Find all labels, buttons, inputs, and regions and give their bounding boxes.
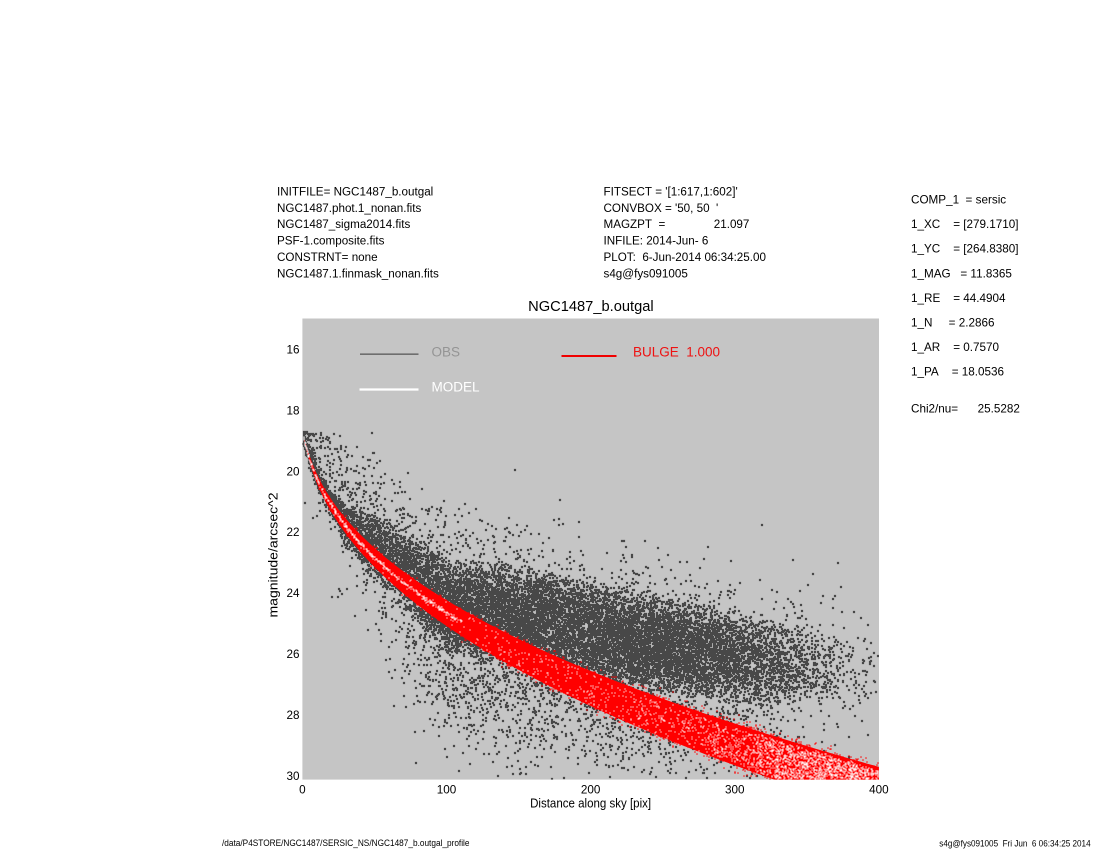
- svg-text:1_YC = [264.8380]: 1_YC = [264.8380]: [911, 243, 1019, 256]
- svg-text:Distance along sky [pix]: Distance along sky [pix]: [530, 796, 651, 811]
- svg-text:s4g@fys091005 Fri Jun 6 06:3: s4g@fys091005 Fri Jun 6 06:34:25 2014: [939, 839, 1090, 849]
- svg-text:COMP_1 = sersic: COMP_1 = sersic: [911, 194, 1006, 207]
- svg-text:26: 26: [286, 648, 299, 661]
- svg-text:300: 300: [725, 783, 745, 796]
- svg-text:NGC1487_b.outgal: NGC1487_b.outgal: [528, 299, 654, 315]
- svg-text:400: 400: [869, 783, 889, 796]
- svg-text:18: 18: [286, 404, 299, 417]
- svg-text:1_RE = 44.4904: 1_RE = 44.4904: [911, 292, 1006, 305]
- svg-text:1_PA = 18.0536: 1_PA = 18.0536: [911, 366, 1004, 379]
- svg-text:20: 20: [286, 465, 300, 478]
- svg-text:30: 30: [286, 770, 300, 783]
- svg-text:0: 0: [299, 783, 306, 796]
- svg-text:28: 28: [286, 709, 299, 722]
- svg-text:CONSTRNT= none: CONSTRNT= none: [277, 251, 378, 264]
- svg-text:OBS: OBS: [432, 345, 461, 360]
- svg-text:1_MAG = 11.8365: 1_MAG = 11.8365: [911, 267, 1012, 280]
- svg-text:1_AR = 0.7570: 1_AR = 0.7570: [911, 341, 1000, 354]
- svg-text:200: 200: [581, 783, 601, 796]
- svg-text:BULGE 1.000: BULGE 1.000: [633, 345, 720, 360]
- svg-text:NGC1487_sigma2014.fits: NGC1487_sigma2014.fits: [277, 218, 410, 231]
- svg-text:1_XC = [279.1710]: 1_XC = [279.1710]: [911, 218, 1019, 231]
- svg-text:INITFILE= NGC1487_b.outgal: INITFILE= NGC1487_b.outgal: [277, 185, 433, 198]
- svg-text:FITSECT = '[1:617,1:602]': FITSECT = '[1:617,1:602]': [604, 185, 738, 198]
- svg-text:/data/P4STORE/NGC1487/SERSIC_N: /data/P4STORE/NGC1487/SERSIC_NS/NGC1487_…: [222, 838, 470, 848]
- svg-text:PLOT: 6-Jun-2014 06:34:25.00: PLOT: 6-Jun-2014 06:34:25.00: [604, 251, 767, 264]
- svg-text:MODEL: MODEL: [432, 380, 481, 395]
- svg-text:NGC1487.phot.1_nonan.fits: NGC1487.phot.1_nonan.fits: [277, 202, 421, 215]
- svg-text:Chi2/nu= 25.5282: Chi2/nu= 25.5282: [911, 403, 1020, 416]
- svg-text:NGC1487.1.finmask_nonan.fits: NGC1487.1.finmask_nonan.fits: [277, 267, 439, 280]
- svg-text:INFILE: 2014-Jun- 6: INFILE: 2014-Jun- 6: [604, 235, 709, 248]
- svg-text:16: 16: [286, 344, 299, 357]
- svg-text:22: 22: [286, 526, 299, 539]
- svg-text:24: 24: [286, 587, 300, 600]
- svg-text:MAGZPT = 21.097: MAGZPT = 21.097: [604, 218, 750, 231]
- svg-text:s4g@fys091005: s4g@fys091005: [604, 267, 688, 280]
- svg-text:PSF-1.composite.fits: PSF-1.composite.fits: [277, 235, 385, 248]
- svg-text:magnitude/arcsec^2: magnitude/arcsec^2: [267, 493, 281, 618]
- svg-text:CONVBOX = '50, 50 ': CONVBOX = '50, 50 ': [604, 202, 719, 215]
- svg-text:1_N = 2.2866: 1_N = 2.2866: [911, 317, 995, 330]
- svg-text:100: 100: [437, 783, 457, 796]
